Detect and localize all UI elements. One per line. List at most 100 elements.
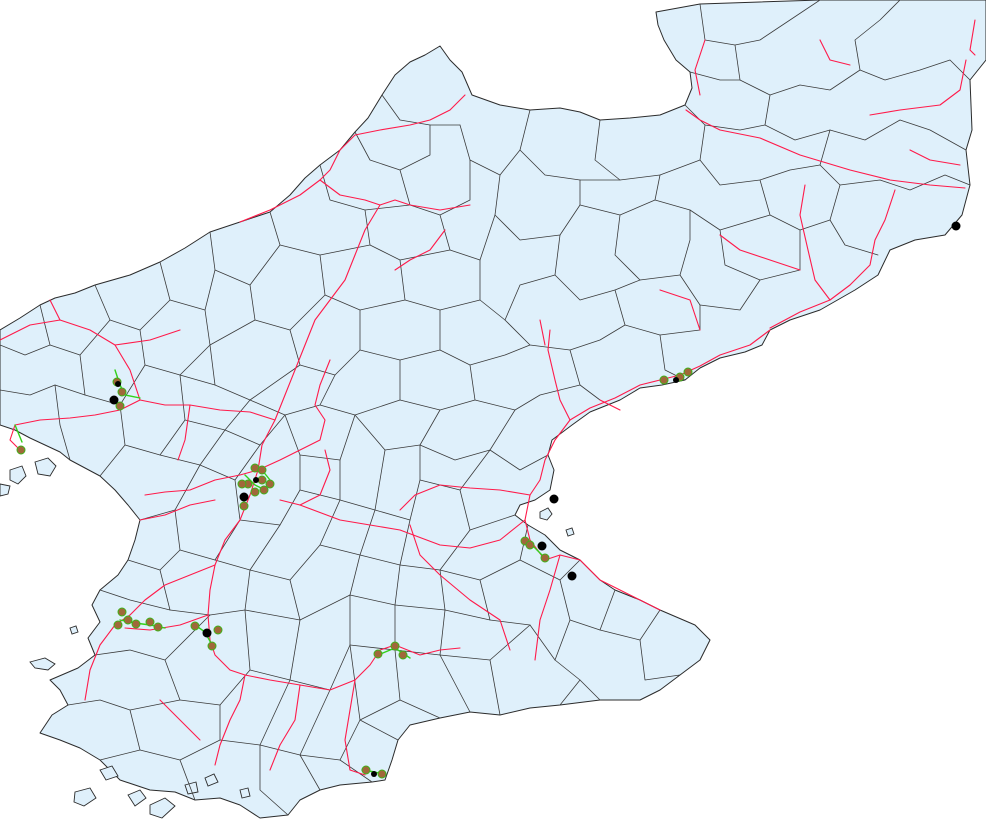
border-south-44 [99, 749, 141, 761]
station-marker[interactable] [190, 621, 200, 631]
border-center-4 [209, 344, 301, 401]
station-marker[interactable] [153, 622, 163, 632]
station-marker[interactable] [213, 625, 223, 635]
station-marker[interactable] [207, 641, 217, 651]
rail-line [719, 234, 801, 271]
terminal-marker[interactable] [951, 221, 961, 231]
islet-south-7 [239, 787, 251, 799]
rail-line [409, 524, 511, 651]
terminal-marker[interactable] [567, 571, 577, 581]
terminal-marker[interactable] [537, 541, 547, 551]
station-marker[interactable] [525, 540, 535, 550]
border-n-center-4 [494, 174, 581, 241]
terminal-markers [109, 221, 961, 777]
terminal-marker[interactable] [202, 628, 212, 638]
rail-line [257, 404, 326, 471]
station-marker[interactable] [115, 401, 125, 411]
terminal-marker[interactable] [673, 377, 679, 383]
border-south-25 [289, 594, 351, 691]
rail-line [344, 679, 366, 776]
station-marker[interactable] [373, 649, 383, 659]
station-marker[interactable] [683, 367, 693, 377]
border-center-5 [179, 374, 216, 386]
station-marker[interactable] [113, 620, 123, 630]
border-center-22 [374, 444, 421, 521]
rail-line [694, 39, 706, 96]
rail-line [257, 204, 381, 471]
terminal-marker[interactable] [371, 771, 377, 777]
border-nw-13 [159, 261, 216, 311]
rail-line [539, 319, 546, 346]
terminal-marker[interactable] [253, 477, 259, 483]
border-center-3 [439, 344, 531, 366]
terminal-marker[interactable] [115, 381, 121, 387]
border-south-41 [259, 744, 289, 816]
border-center-9 [399, 364, 476, 411]
station-marker[interactable] [250, 487, 260, 497]
station-marker[interactable] [16, 445, 26, 455]
border-n-center-9 [554, 234, 641, 301]
station-marker[interactable] [145, 617, 155, 627]
border-center-7 [249, 374, 336, 416]
border-nw-1 [381, 94, 461, 126]
rail-line [9, 424, 21, 451]
border-nw-18 [0, 344, 51, 356]
border-south-4 [249, 499, 341, 581]
rail-line [159, 699, 201, 741]
station-marker[interactable] [390, 641, 400, 651]
station-marker[interactable] [123, 615, 133, 625]
station-marker[interactable] [265, 479, 275, 489]
border-nw-21 [54, 384, 71, 461]
station-marker[interactable] [377, 769, 387, 779]
rail-line [819, 39, 851, 66]
tram-line [14, 424, 23, 443]
border-nw-17 [39, 304, 111, 356]
islet-east-1 [539, 507, 553, 521]
rail-line [0, 319, 141, 401]
islet-south-1 [73, 787, 97, 807]
border-north-1 [699, 0, 821, 46]
islet-south-6 [204, 773, 219, 787]
islet-south-2 [99, 765, 119, 781]
station-marker[interactable] [237, 479, 247, 489]
islet-west-1 [29, 657, 56, 671]
border-south-42 [299, 754, 321, 791]
border-nw-9 [269, 211, 371, 256]
border-north-10 [759, 179, 831, 231]
border-n-center-6 [654, 199, 771, 231]
rail-line [569, 329, 771, 421]
rail-line [969, 19, 976, 56]
rail-line [299, 449, 331, 506]
border-south-37 [359, 719, 399, 741]
terminal-marker[interactable] [549, 494, 559, 504]
station-marker[interactable] [117, 387, 127, 397]
rail-line [909, 149, 961, 166]
border-n-center-3 [459, 124, 521, 176]
station-marker[interactable] [259, 485, 269, 495]
islet-south-4 [149, 797, 176, 819]
rail-line [319, 179, 471, 211]
station-marker[interactable] [239, 501, 249, 511]
border-nw-12 [249, 284, 326, 331]
terminal-marker[interactable] [109, 395, 119, 405]
border-south-40 [179, 759, 196, 801]
border-south-22 [94, 614, 211, 661]
station-markers [16, 367, 693, 779]
station-marker[interactable] [131, 619, 141, 629]
station-marker[interactable] [398, 650, 408, 660]
station-marker[interactable] [257, 475, 267, 485]
station-marker[interactable] [540, 553, 550, 563]
border-south-14 [479, 579, 556, 661]
station-marker[interactable] [257, 465, 267, 475]
border-nw-16 [139, 329, 211, 376]
islet-south-5 [184, 781, 199, 795]
terminal-marker[interactable] [239, 492, 249, 502]
border-north-2 [734, 44, 971, 96]
station-marker[interactable] [117, 607, 127, 617]
border-south-32 [67, 699, 181, 711]
station-marker[interactable] [659, 375, 669, 385]
islet-east-2 [565, 527, 575, 537]
station-marker[interactable] [361, 765, 371, 775]
rail-line [279, 499, 526, 549]
